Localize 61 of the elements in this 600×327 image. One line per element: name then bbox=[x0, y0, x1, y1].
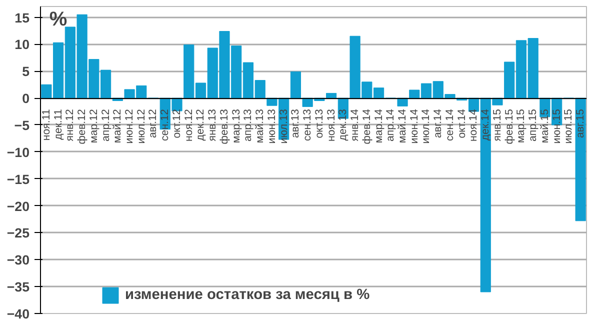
y-tick-label: −30 bbox=[6, 252, 30, 268]
x-tick-label: апр.13 bbox=[242, 108, 254, 142]
y-tick-label: 0 bbox=[22, 91, 30, 106]
x-tick-label: дек.14 bbox=[480, 108, 492, 141]
x-tick-label: мар.13 bbox=[230, 108, 242, 144]
x-tick-label: янв.12 bbox=[64, 108, 76, 142]
x-tick-label: фев.14 bbox=[360, 108, 373, 144]
x-tick-label: июл.15 bbox=[562, 108, 575, 144]
x-tick-label: фев.13 bbox=[218, 108, 230, 144]
x-tick-label: июл.13 bbox=[278, 108, 290, 144]
x-tick-label: фев.15 bbox=[503, 108, 516, 144]
x-tick-label: май.12 bbox=[112, 108, 124, 144]
x-tick-label: авг.12 bbox=[147, 108, 160, 138]
x-tick-label: май.14 bbox=[396, 108, 409, 144]
x-tick-label: июн.12 bbox=[124, 108, 136, 144]
x-tick-label: авг.15 bbox=[574, 108, 587, 138]
y-tick-label: −40 bbox=[6, 306, 30, 322]
y-tick-label: 10 bbox=[14, 37, 30, 52]
bar bbox=[575, 98, 586, 222]
x-tick-label: май.15 bbox=[538, 108, 551, 144]
x-tick-label: дек.11 bbox=[52, 108, 64, 140]
x-tick-label: апр.12 bbox=[100, 108, 112, 142]
x-tick-label: июл.14 bbox=[420, 108, 432, 144]
y-tick-label: −10 bbox=[6, 144, 30, 160]
x-tick-label: мар.15 bbox=[515, 108, 528, 144]
x-tick-label: ноя.14 bbox=[468, 108, 480, 142]
x-tick-label: окт.13 bbox=[313, 108, 326, 138]
x-tick-label: дек.12 bbox=[194, 108, 207, 141]
x-tick-label: мар.14 bbox=[372, 108, 385, 144]
legend-label: изменение остатков за месяц в % bbox=[125, 287, 370, 303]
y-tick-label: −25 bbox=[6, 226, 30, 241]
x-tick-label: июн.15 bbox=[550, 108, 563, 144]
x-tick-label: янв.15 bbox=[491, 108, 504, 142]
x-tick-label: июл.12 bbox=[135, 108, 148, 144]
y-tick-label: −20 bbox=[6, 198, 30, 214]
y-tick-label: 5 bbox=[22, 64, 30, 80]
x-tick-label: сен.12 bbox=[159, 108, 172, 142]
y-tick-label: −15 bbox=[6, 172, 30, 187]
x-tick-label: июн.14 bbox=[408, 108, 420, 144]
x-tick-label: янв.14 bbox=[349, 108, 362, 142]
x-tick-label: июн.13 bbox=[266, 108, 278, 144]
y-tick-label: −5 bbox=[14, 118, 30, 133]
x-tick-label: май.13 bbox=[254, 108, 266, 144]
x-tick-label: сен.14 bbox=[444, 108, 456, 142]
x-tick-label: ноя.12 bbox=[182, 108, 195, 142]
x-tick-label: фев.12 bbox=[76, 108, 88, 144]
x-tick-label: авг.13 bbox=[290, 108, 302, 138]
x-tick-label: мар.12 bbox=[88, 108, 100, 144]
x-tick-label: ноя.11 bbox=[40, 108, 52, 141]
x-tick-label: дек.13 bbox=[337, 108, 350, 141]
x-tick-label: окт.14 bbox=[456, 108, 468, 138]
y-tick-label: −35 bbox=[6, 280, 30, 295]
y-tick-label: 15 bbox=[14, 10, 30, 26]
x-tick-label: янв.13 bbox=[206, 108, 219, 142]
x-tick-label: окт.12 bbox=[171, 108, 183, 138]
y-axis-title: % bbox=[49, 8, 68, 30]
x-tick-label: ноя.13 bbox=[325, 108, 338, 142]
x-tick-label: апр.15 bbox=[527, 108, 540, 142]
x-tick-label: апр.14 bbox=[384, 108, 397, 142]
x-tick-label: сен.13 bbox=[302, 108, 314, 142]
x-tick-label: авг.14 bbox=[432, 108, 444, 138]
